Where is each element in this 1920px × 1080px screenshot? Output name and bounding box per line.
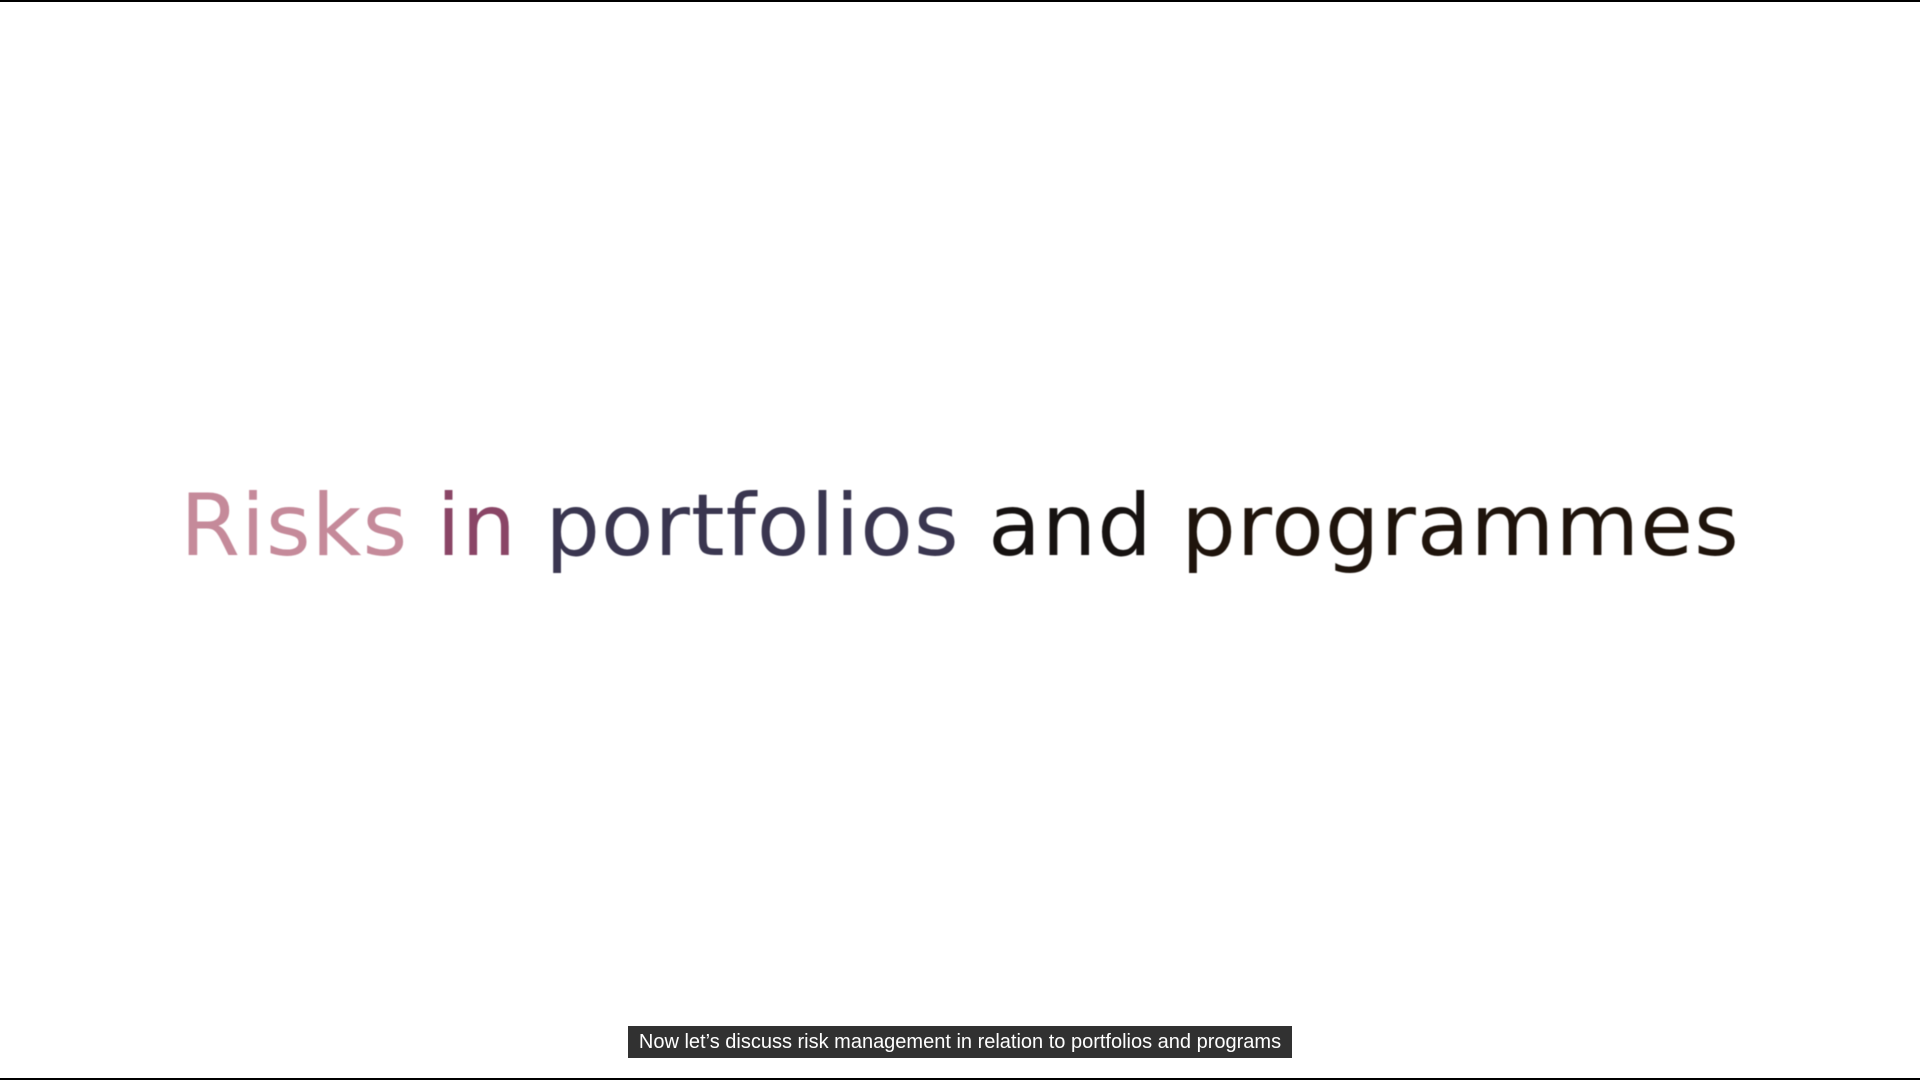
title-word-portfolios: portfolios	[545, 476, 960, 576]
slide-title: Risks in portfolios and programmes	[0, 476, 1920, 576]
subtitle-container: Now let’s discuss risk management in rel…	[0, 1026, 1920, 1058]
subtitle-caption: Now let’s discuss risk management in rel…	[627, 1026, 1293, 1058]
title-word-in: in	[436, 476, 517, 576]
title-word-programmes: programmes	[1181, 476, 1740, 576]
title-word-and: and	[988, 476, 1153, 576]
title-word-risks: Risks	[180, 476, 409, 576]
